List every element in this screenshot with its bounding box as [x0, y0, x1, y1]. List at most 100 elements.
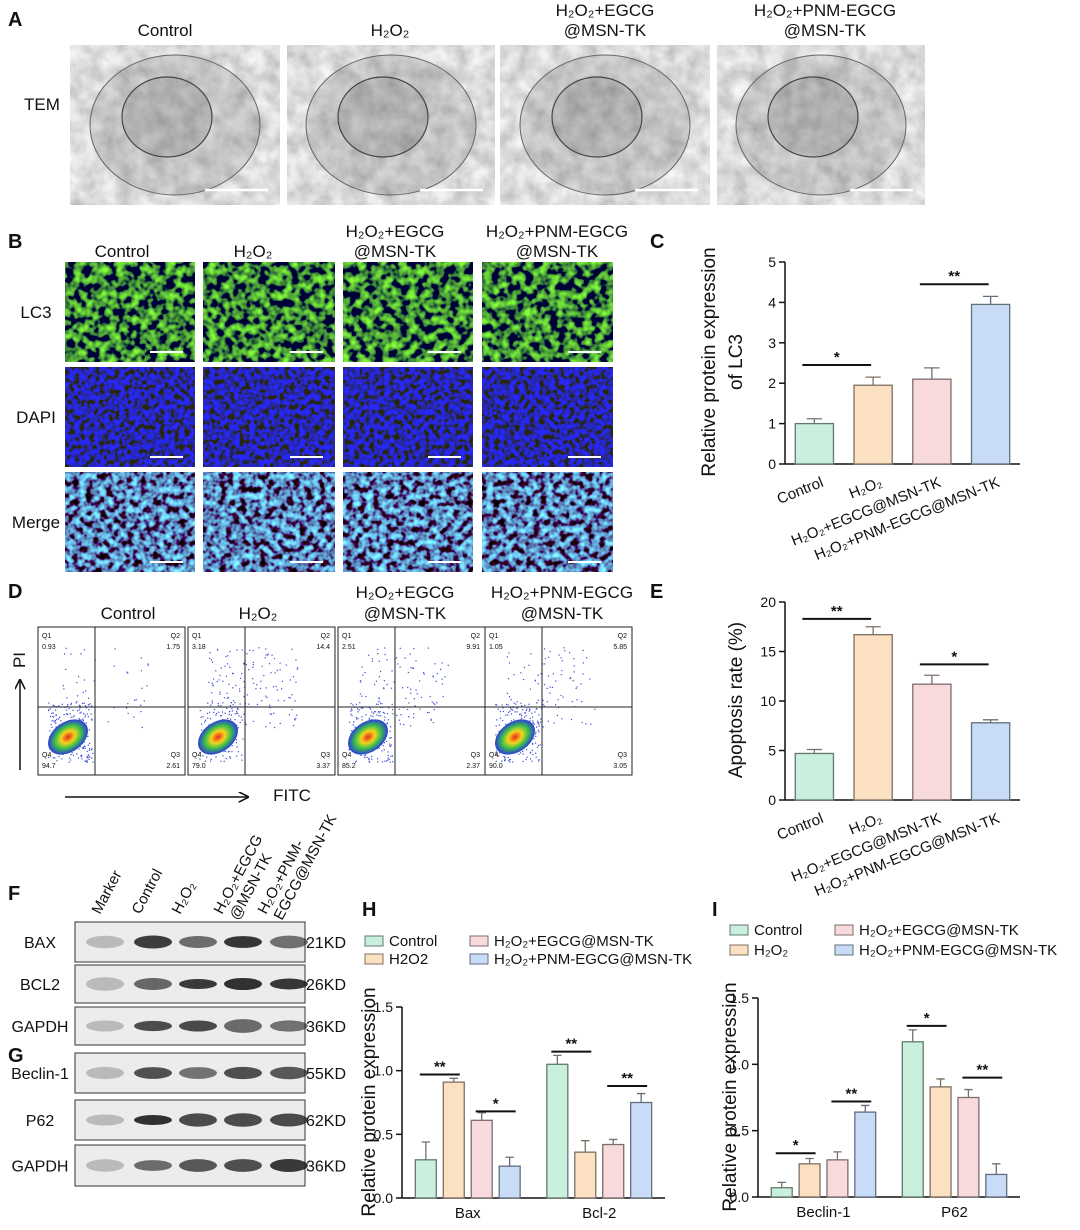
- flow-dot: [572, 680, 574, 682]
- flow-dot: [537, 722, 540, 724]
- flow-dot: [523, 678, 525, 681]
- flow-dot: [213, 708, 216, 711]
- flow-dot: [383, 687, 385, 689]
- blot-band: [134, 1020, 172, 1032]
- flow-dot: [441, 683, 443, 685]
- flow-dot: [70, 703, 72, 706]
- flow-dot: [234, 719, 236, 721]
- flow-dot: [229, 757, 232, 759]
- column-title: H₂O₂+EGCG: [346, 222, 445, 241]
- flow-dot: [542, 726, 544, 728]
- flow-dot: [383, 742, 386, 744]
- error-bar: [421, 1141, 431, 1160]
- flow-dot: [542, 703, 544, 706]
- flow-dot: [529, 688, 532, 690]
- flow-dot: [261, 665, 263, 667]
- flow-dot: [386, 712, 389, 715]
- flow-dot: [80, 653, 82, 655]
- flow-dot: [356, 718, 358, 720]
- flow-dot: [228, 713, 230, 716]
- flow-dot: [366, 756, 368, 759]
- blot-band: [134, 1114, 172, 1126]
- flow-dot: [433, 709, 435, 711]
- bar: [498, 1165, 521, 1199]
- flow-dot: [69, 759, 72, 761]
- flow-dot: [410, 692, 412, 694]
- flow-dot: [536, 746, 539, 748]
- flow-dot: [227, 696, 229, 699]
- flow-dot: [227, 655, 229, 657]
- flow-dot: [240, 716, 242, 718]
- flow-dot: [573, 665, 575, 667]
- flow-dot: [390, 737, 392, 739]
- flow-dot: [537, 720, 539, 722]
- flow-dot: [383, 680, 385, 682]
- blot-label: GAPDH: [12, 1019, 69, 1036]
- flow-dot: [378, 660, 380, 662]
- blot-band: [270, 1020, 308, 1032]
- flow-dot: [210, 758, 212, 761]
- bar: [901, 1041, 924, 1198]
- legend-swatch: [469, 935, 489, 947]
- legend-swatch: [469, 953, 489, 965]
- flow-dot: [266, 696, 268, 699]
- quadrant-name: Q3: [618, 752, 627, 759]
- flow-dot: [535, 752, 537, 754]
- error-bar: [865, 626, 881, 635]
- flow-dot: [52, 704, 54, 706]
- flow-dot: [534, 711, 536, 713]
- flow-dot: [91, 748, 93, 750]
- flow-dot: [521, 705, 523, 707]
- flow-dot: [580, 683, 582, 685]
- flow-dot: [395, 657, 398, 659]
- flow-dot: [513, 719, 515, 721]
- flow-dot: [83, 649, 85, 651]
- flow-dot: [497, 755, 500, 757]
- flow-dot: [211, 702, 213, 704]
- flow-dot: [77, 675, 80, 678]
- flow-dot: [388, 707, 390, 709]
- flow-dot: [503, 755, 505, 758]
- flow-dot: [536, 708, 538, 710]
- flow-dot: [387, 757, 389, 759]
- flow-dot: [75, 702, 77, 704]
- flow-dot: [88, 749, 91, 752]
- flow-dot: [383, 712, 385, 714]
- quadrant-name: Q3: [171, 752, 180, 759]
- flow-dot: [259, 687, 262, 690]
- flow-dot: [114, 648, 116, 650]
- flow-dot: [524, 704, 526, 706]
- flow-dot: [371, 755, 373, 757]
- flow-dot: [62, 685, 64, 687]
- flow-dot: [210, 659, 213, 661]
- flow-dot: [386, 760, 388, 762]
- flow-dot: [55, 726, 57, 728]
- flow-dot: [90, 749, 93, 751]
- flow-dot: [441, 678, 443, 680]
- quadrant-value: 90.0: [489, 763, 503, 770]
- flow-dot: [384, 653, 386, 656]
- flow-dot: [495, 704, 497, 706]
- legend-swatch: [729, 924, 749, 936]
- flow-dot: [141, 687, 143, 689]
- flow-dot: [359, 680, 362, 682]
- flow-dot: [53, 720, 55, 722]
- axis-title: FITC: [273, 786, 311, 805]
- flow-dot: [141, 726, 143, 729]
- flow-dot: [209, 652, 211, 654]
- fluorescence-image: [203, 262, 335, 362]
- blot-band: [270, 935, 308, 949]
- blot-band: [224, 1159, 262, 1172]
- flow-dot: [79, 719, 81, 721]
- flow-dot: [434, 703, 436, 705]
- flow-dot: [222, 718, 224, 721]
- flow-dot: [288, 714, 290, 716]
- blot-size: 26KD: [306, 977, 346, 994]
- flow-dot: [509, 710, 511, 712]
- flow-dot: [435, 680, 437, 682]
- flow-dot: [364, 756, 366, 759]
- flow-dot: [350, 702, 352, 705]
- flow-dot: [285, 664, 287, 666]
- flow-dot: [65, 713, 67, 715]
- flow-dot: [377, 761, 379, 763]
